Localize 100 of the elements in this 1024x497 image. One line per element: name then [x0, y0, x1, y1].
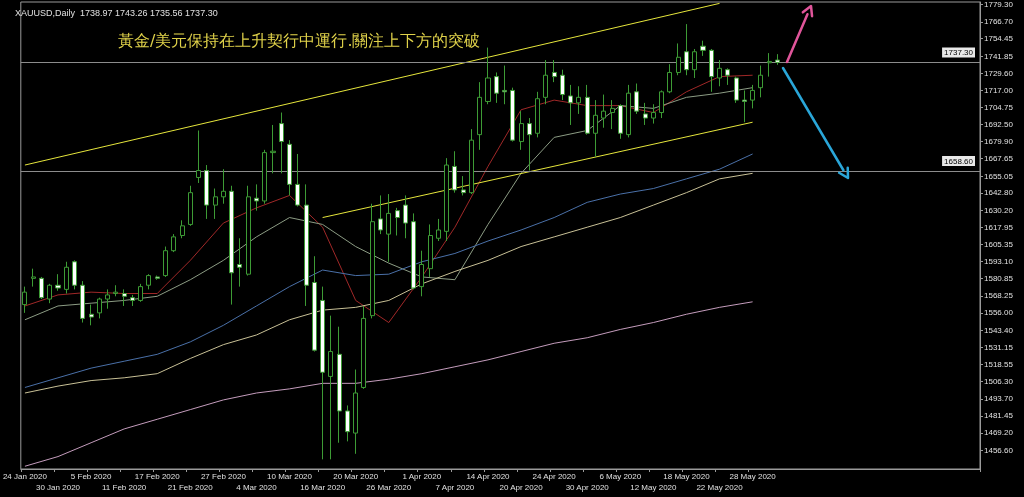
candlestick	[64, 261, 69, 295]
candlestick	[403, 194, 408, 239]
y-tick-label: 1642.80	[984, 188, 1014, 198]
candlestick	[436, 218, 441, 242]
y-tick-label: 1518.55	[984, 360, 1014, 370]
y-tick-label: 1531.15	[984, 342, 1014, 352]
candlestick	[543, 59, 548, 105]
candlestick	[213, 188, 218, 220]
candlestick	[585, 84, 590, 136]
candlestick	[113, 284, 118, 297]
x-tick-label: 28 May 2020	[729, 471, 777, 481]
candlestick	[180, 219, 185, 239]
candlestick	[444, 157, 449, 242]
y-tick-label: 1580.85	[984, 274, 1014, 284]
candlestick	[122, 288, 127, 307]
x-tick-label: 10 Mar 2020	[267, 471, 313, 481]
x-tick-label: 5 Feb 2020	[70, 471, 112, 481]
candlestick	[146, 273, 151, 290]
candlestick	[345, 404, 350, 442]
candlestick	[767, 52, 772, 78]
candlestick	[312, 255, 317, 353]
y-tick-label: 1779.30	[984, 0, 1014, 9]
x-tick-label: 24 Jan 2020	[2, 471, 48, 481]
candlestick	[287, 139, 292, 196]
candlestick	[601, 94, 606, 129]
candlestick	[254, 183, 259, 212]
y-tick-label: 1704.75	[984, 102, 1014, 112]
candlestick	[700, 40, 706, 57]
candlestick	[477, 81, 482, 151]
candlestick	[428, 223, 433, 278]
x-tick-label: 27 Feb 2020	[200, 471, 247, 481]
candlestick	[163, 246, 168, 278]
candlestick	[237, 237, 242, 288]
candlestick	[610, 99, 615, 130]
y-tick-label: 1741.85	[984, 51, 1014, 61]
y-tick-label: 1469.20	[984, 428, 1014, 438]
candlestick	[39, 276, 44, 300]
candlestick	[196, 129, 201, 184]
x-tick-label: 26 Mar 2020	[366, 482, 412, 492]
candlestick	[750, 84, 755, 109]
candlestick	[55, 273, 61, 292]
candlestick	[229, 185, 234, 306]
y-tick-label: 1717.00	[984, 85, 1014, 95]
candlestick	[469, 128, 474, 195]
candlestick	[626, 84, 631, 138]
candlestick	[485, 47, 491, 105]
candlestick	[461, 175, 466, 196]
candlestick	[378, 194, 383, 235]
candlestick	[411, 212, 416, 290]
candlestick	[262, 149, 267, 205]
candlestick	[270, 124, 276, 174]
candlestick	[279, 112, 284, 174]
candlestick	[353, 369, 358, 455]
candlestick	[717, 59, 722, 87]
candlestick	[130, 294, 135, 307]
y-tick-label: 1679.90	[984, 137, 1014, 147]
candlestick	[734, 76, 739, 104]
x-tick-label: 20 Apr 2020	[499, 482, 544, 492]
candlestick	[758, 65, 763, 98]
candlestick	[502, 65, 507, 105]
candlestick	[775, 53, 780, 66]
y-tick-label: 1655.05	[984, 171, 1014, 181]
x-tick-label: 14 Apr 2020	[466, 471, 511, 481]
candlestick	[31, 268, 36, 288]
x-tick-label: 17 Feb 2020	[134, 471, 181, 481]
y-tick-label: 1543.40	[984, 325, 1014, 335]
ref-line-label: 1658.60	[944, 156, 974, 166]
x-tick-label: 24 Apr 2020	[532, 471, 577, 481]
candlestick	[709, 48, 714, 93]
y-tick-label: 1754.45	[984, 34, 1014, 44]
candlestick	[676, 42, 681, 76]
candlestick	[527, 117, 532, 172]
candlestick	[337, 326, 342, 444]
x-tick-label: 7 Apr 2020	[435, 482, 475, 492]
y-tick-label: 1766.70	[984, 17, 1014, 27]
candlestick	[320, 286, 325, 460]
candlestick	[593, 99, 598, 158]
text: XAUUSD,Daily 1738.97 1743.26 1735.56 1737.30	[15, 7, 218, 18]
candlestick	[452, 150, 457, 194]
candlestick	[692, 48, 697, 79]
x-tick-label: 30 Jan 2020	[35, 482, 81, 492]
candlestick	[188, 185, 193, 227]
candlestick	[80, 280, 85, 324]
candlestick	[560, 69, 565, 101]
candlestick	[742, 89, 747, 123]
candlestick	[725, 67, 730, 86]
annotation: 黃金/美元保持在上升契行中運行.關注上下方的突破	[118, 30, 481, 50]
candlestick	[510, 87, 515, 143]
candlestick	[155, 275, 160, 281]
y-tick-label: 1593.10	[984, 257, 1014, 267]
candlestick	[304, 183, 309, 307]
y-tick-label: 1506.30	[984, 377, 1014, 387]
candlestick	[643, 102, 648, 126]
candlestick	[204, 164, 209, 220]
line-series	[24, 301, 754, 467]
candlestick	[684, 23, 689, 76]
y-tick-label: 1605.35	[984, 240, 1014, 250]
candlestick	[221, 168, 226, 205]
candlestick	[494, 71, 499, 104]
candlestick	[22, 286, 27, 314]
